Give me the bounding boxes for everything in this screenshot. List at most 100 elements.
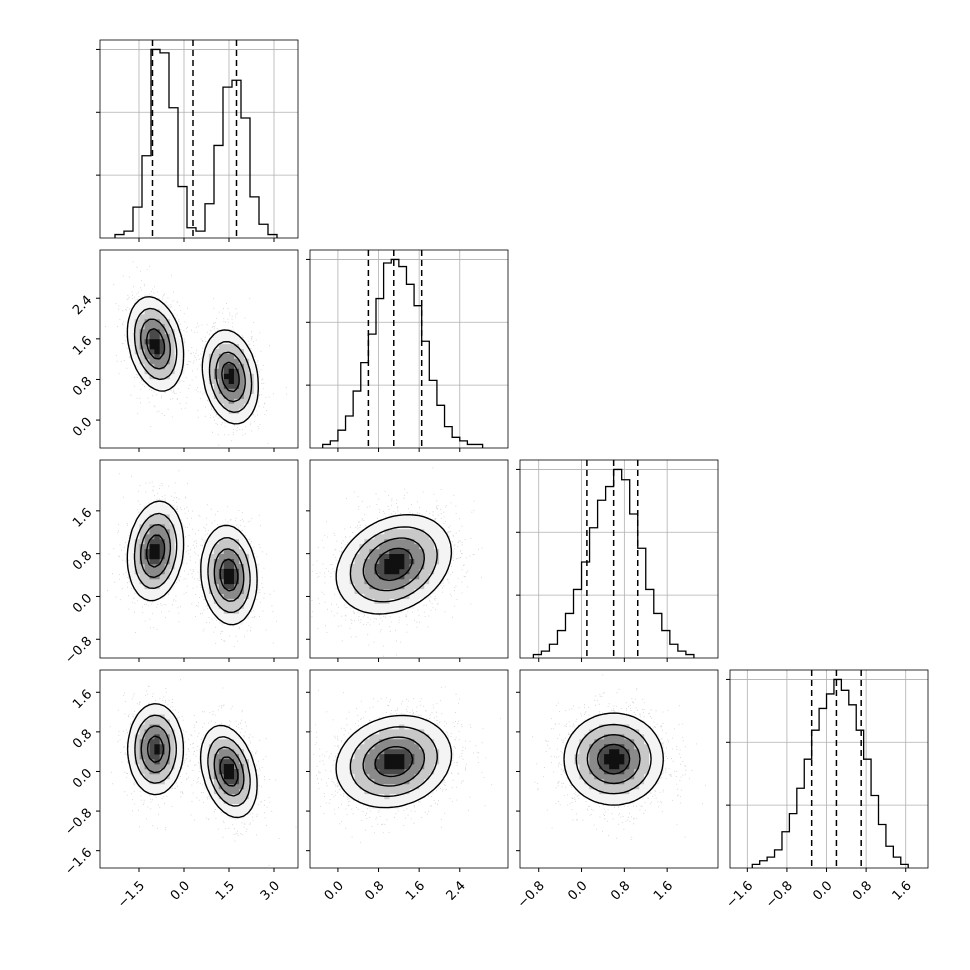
density-shade [139, 524, 244, 599]
pair-panel-2-1 [306, 459, 509, 662]
y-tick-label: −0.8 [62, 806, 95, 839]
x-tick-label: 0.8 [608, 878, 633, 903]
density-shade [139, 724, 244, 795]
contour-line [146, 735, 239, 787]
y-tick-label: −1.6 [62, 845, 95, 878]
pair-content [105, 261, 287, 446]
x-tick-label: 3.0 [258, 878, 283, 903]
x-tick-label: 0.0 [168, 878, 193, 903]
panel-frame [729, 669, 929, 869]
x-tick-label: 2.4 [444, 878, 469, 903]
x-tick-label: −0.8 [515, 878, 548, 911]
contour-line [146, 328, 240, 393]
contour-line [335, 714, 453, 809]
y-tick-label: 0.0 [70, 415, 95, 440]
pair-content [310, 686, 501, 843]
panel-frame [519, 669, 719, 869]
contour-line [563, 712, 664, 806]
contour-line [374, 547, 413, 582]
y-tick-label: 0.0 [70, 766, 95, 791]
y-tick-label: 1.6 [70, 334, 95, 359]
x-tick-label: 0.8 [850, 878, 875, 903]
density-shade [149, 544, 234, 585]
pair-content [109, 679, 297, 866]
density-shade [134, 309, 254, 414]
density-shade [384, 754, 405, 770]
contour-line [133, 307, 253, 413]
histogram-step [532, 468, 695, 658]
contour-line [596, 743, 631, 775]
contour-line [335, 514, 453, 615]
panel-frame [519, 459, 719, 659]
y-tick-label: 0.8 [70, 727, 95, 752]
y-tick-label: 1.6 [70, 506, 95, 531]
density-shade [574, 724, 650, 795]
density-shade [144, 329, 239, 389]
density-shade [149, 339, 234, 384]
density-shade [334, 714, 454, 809]
x-tick-label: 0.0 [322, 878, 347, 903]
density-shade [129, 704, 259, 819]
panel-frame [99, 669, 299, 869]
contour-line [586, 734, 641, 785]
x-tick-label: −0.8 [763, 878, 796, 911]
x-tick-label: −1.6 [723, 878, 756, 911]
panel-frame [309, 249, 509, 449]
contour-line [126, 703, 258, 819]
contour-line [126, 500, 258, 626]
density-shade [154, 744, 234, 780]
y-tick-label: 0.8 [70, 548, 95, 573]
pair-panel-2-0 [96, 459, 299, 662]
pair-content [532, 674, 706, 840]
density-shade [384, 554, 405, 575]
contour-line [362, 537, 425, 592]
density-shade [589, 734, 640, 785]
x-tick-label: 0.0 [810, 878, 835, 903]
pair-panel-3-0 [96, 669, 299, 872]
hist-panel-2 [516, 459, 719, 662]
panel-frame [309, 459, 509, 659]
pair-content [107, 470, 277, 647]
density-shade [129, 294, 259, 424]
y-tick-label: −0.8 [62, 634, 95, 667]
histogram-step [751, 678, 909, 868]
x-tick-label: 1.6 [651, 878, 676, 903]
histogram-step [114, 48, 278, 238]
contour-line [575, 723, 652, 795]
density-shade [144, 534, 239, 590]
pair-panel-3-1 [306, 669, 509, 872]
y-tick-label: 1.6 [70, 687, 95, 712]
pair-panel-3-2 [516, 669, 719, 872]
pair-panel-1-0 [96, 249, 299, 452]
x-tick-label: −1.5 [115, 878, 148, 911]
panel-frame [99, 39, 299, 239]
y-tick-label: 0.8 [70, 374, 95, 399]
contour-line [133, 512, 251, 613]
x-tick-label: 1.6 [403, 878, 428, 903]
density-shade [134, 714, 249, 804]
hist-panel-1 [306, 249, 509, 452]
y-tick-label: 0.0 [70, 591, 95, 616]
contour-line [145, 534, 239, 592]
pair-content [311, 467, 483, 657]
panel-frame [99, 249, 299, 449]
panel-frame [99, 459, 299, 659]
contour-line [349, 526, 438, 603]
y-tick-label: 2.4 [70, 293, 95, 318]
density-shade [139, 319, 244, 404]
contour-line [362, 736, 426, 787]
contour-line [349, 726, 438, 797]
histogram-step [322, 258, 484, 448]
x-tick-label: 0.8 [362, 878, 387, 903]
x-tick-label: 0.0 [565, 878, 590, 903]
contour-line [140, 318, 246, 403]
contour-line [374, 746, 414, 778]
hist-panel-3 [726, 669, 929, 872]
scatter-points [105, 261, 287, 446]
contour-line [140, 524, 245, 602]
contour-line [134, 714, 251, 807]
density-shade [604, 749, 625, 770]
contour-line [126, 296, 259, 425]
density-shade [349, 529, 440, 604]
